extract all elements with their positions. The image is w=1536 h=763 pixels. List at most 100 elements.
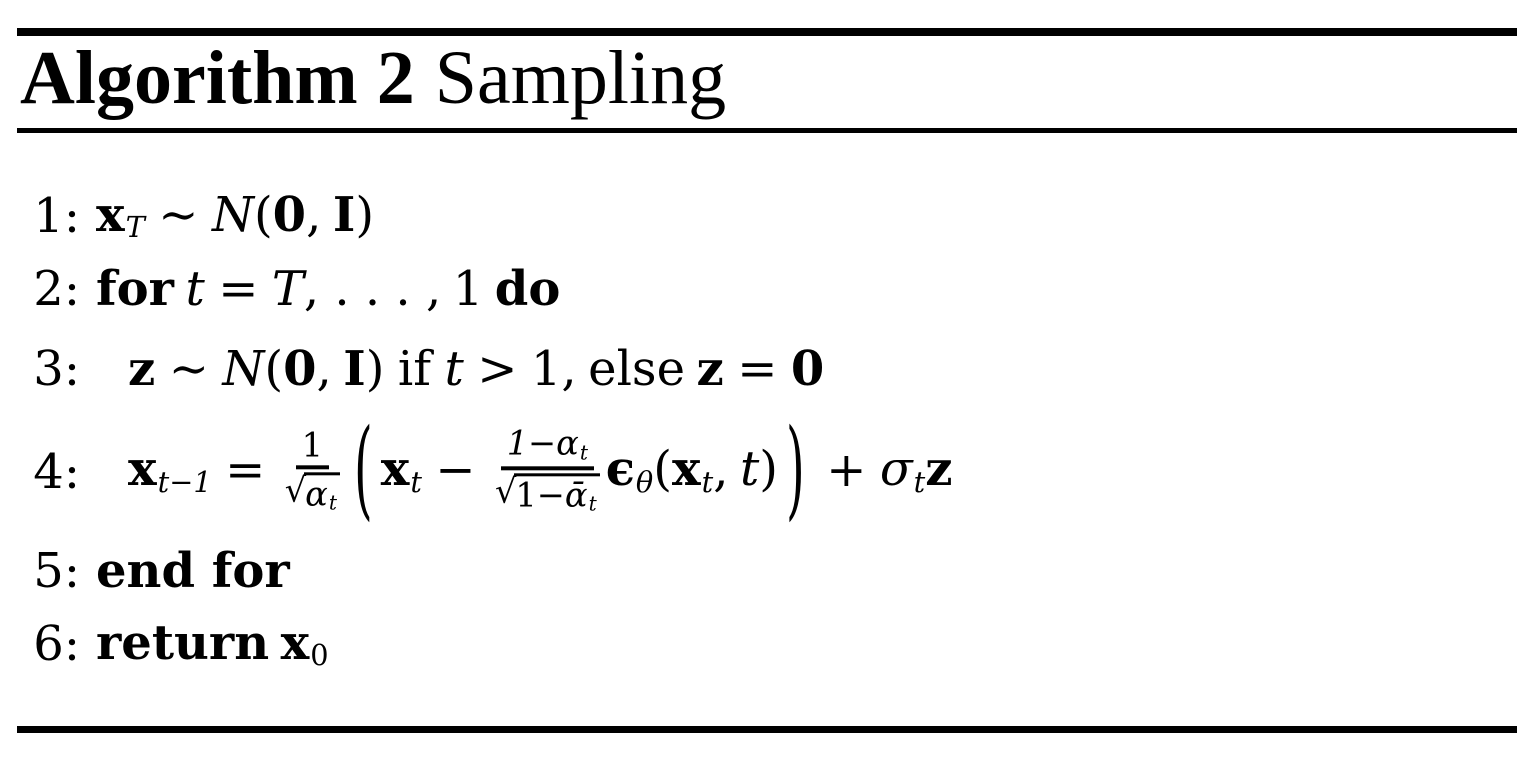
algo-line-3: 3: z ∼ N(0, I) if t >1, else z = 0 bbox=[28, 341, 825, 397]
sub-t: t bbox=[579, 440, 588, 465]
keyword-do: do bbox=[494, 261, 561, 317]
sub-t: t bbox=[913, 464, 926, 499]
paren-open: ( bbox=[264, 341, 284, 397]
literal-one-comma: 1, bbox=[530, 341, 577, 397]
var-T: T bbox=[271, 261, 304, 317]
big-paren-close: ) bbox=[786, 405, 805, 532]
keyword-end-for: end for bbox=[96, 543, 290, 599]
fraction-one-over-sqrt-alpha-t: 1 √ αt bbox=[285, 427, 340, 514]
keyword-if: if bbox=[397, 341, 432, 397]
identity-matrix: I bbox=[332, 187, 356, 243]
paren-close: ) bbox=[355, 187, 375, 243]
one-minus-alpha: 1−α bbox=[506, 423, 579, 463]
sigma: σ bbox=[879, 441, 913, 498]
sub-t-minus-1: t−1 bbox=[157, 464, 212, 499]
radical-sign: √ bbox=[284, 470, 307, 510]
algo-line-1: 1: xT ∼ N(0, I) bbox=[28, 187, 375, 245]
literal-one: 1 bbox=[452, 261, 484, 317]
sub-t: t bbox=[328, 490, 337, 515]
line-4-content: xt−1 = 1 √ αt(xt −1−αt √ 1−ᾱt ϵθ(xt, t)) + σtz bbox=[128, 406, 953, 531]
var-x: x bbox=[380, 441, 410, 498]
algorithm-label: Algorithm 2 bbox=[20, 36, 415, 120]
fraction-numerator: 1 bbox=[295, 427, 330, 470]
equals-sign: = bbox=[218, 261, 259, 317]
line-1-content: xT ∼ N(0, I) bbox=[96, 187, 375, 245]
line-number-4: 4: bbox=[33, 444, 80, 501]
equals-sign: = bbox=[737, 341, 778, 397]
sub-t: t bbox=[410, 464, 422, 499]
keyword-else: else bbox=[588, 341, 685, 397]
square-root: √ 1−ᾱt bbox=[495, 473, 600, 515]
var-x: x bbox=[672, 441, 701, 498]
fraction-noise-coefficient: 1−αt √ 1−ᾱt bbox=[495, 426, 600, 515]
comma: , bbox=[316, 341, 332, 397]
var-t: t bbox=[739, 441, 760, 498]
radical-sign: √ bbox=[494, 471, 517, 511]
bottom-rule bbox=[17, 726, 1517, 733]
algo-line-6: 6: return x0 bbox=[28, 615, 329, 673]
var-x: x bbox=[128, 441, 157, 498]
title-rule bbox=[17, 128, 1517, 133]
zero-vector: 0 bbox=[272, 187, 307, 243]
radicand-one-minus-alpha-bar-t: 1−ᾱt bbox=[514, 473, 600, 516]
var-z: z bbox=[696, 341, 724, 397]
comma: , bbox=[713, 441, 729, 498]
var-t: t bbox=[185, 261, 205, 317]
big-paren-open: ( bbox=[353, 405, 373, 532]
line-number-5: 5: bbox=[33, 543, 80, 599]
keyword-return: return bbox=[96, 615, 270, 671]
var-z: z bbox=[925, 441, 953, 498]
equals-sign: = bbox=[225, 441, 266, 498]
distributed-as-operator: ∼ bbox=[168, 341, 209, 397]
sub-t: t bbox=[588, 491, 597, 516]
algorithm-title: Algorithm 2 Sampling bbox=[20, 40, 726, 116]
paren-close: ) bbox=[365, 341, 385, 397]
sub-t: t bbox=[701, 464, 714, 499]
identity-matrix: I bbox=[343, 341, 366, 397]
square-root: √ αt bbox=[285, 472, 340, 514]
line-number-2: 2: bbox=[33, 261, 80, 317]
comma: , bbox=[306, 187, 322, 243]
paren-open: ( bbox=[253, 187, 273, 243]
radicand-alpha-t: αt bbox=[304, 472, 340, 514]
zero-vector: 0 bbox=[283, 341, 317, 397]
paren-open: ( bbox=[653, 441, 672, 498]
line-3-content: z ∼ N(0, I) if t >1, else z = 0 bbox=[128, 341, 825, 397]
algo-line-2: 2: for t = T, . . . , 1 do bbox=[28, 261, 561, 317]
plus-sign: + bbox=[826, 441, 867, 498]
line-number-1: 1: bbox=[33, 187, 80, 244]
fraction-numerator: 1−αt bbox=[500, 423, 594, 471]
minus-sign: − bbox=[435, 441, 476, 498]
ellipsis: , . . . , bbox=[303, 261, 442, 317]
var-x: x bbox=[280, 615, 310, 671]
fraction-denominator: √ 1−ᾱt bbox=[495, 470, 600, 515]
normal-distribution-N: N bbox=[211, 187, 254, 243]
top-rule bbox=[17, 28, 1517, 36]
paren-close: ) bbox=[759, 441, 779, 498]
one-minus: 1− bbox=[515, 475, 565, 515]
alpha: α bbox=[305, 474, 328, 514]
greater-than-sign: > bbox=[477, 341, 518, 397]
var-z: z bbox=[128, 341, 156, 397]
line-5-content: end for bbox=[96, 543, 290, 599]
keyword-for: for bbox=[96, 261, 174, 317]
line-6-content: return x0 bbox=[96, 615, 329, 673]
algo-line-4: 4: xt−1 = 1 √ αt(xt −1−αt √ 1−ᾱt ϵθ(xt, t)) + σtz bbox=[28, 405, 952, 541]
sub-T: T bbox=[125, 210, 145, 245]
epsilon-theta-network: ϵ bbox=[605, 441, 635, 498]
line-2-content: for t = T, . . . , 1 do bbox=[96, 261, 561, 317]
algorithm-name: Sampling bbox=[434, 36, 727, 120]
line-number-6: 6: bbox=[33, 615, 80, 672]
sub-zero: 0 bbox=[310, 638, 329, 673]
fraction-denominator: √ αt bbox=[285, 469, 340, 514]
algo-line-5: 5: end for bbox=[28, 543, 290, 599]
distributed-as-operator: ∼ bbox=[158, 187, 199, 243]
zero-vector: 0 bbox=[790, 341, 825, 397]
var-x: x bbox=[96, 187, 125, 243]
var-t: t bbox=[444, 341, 464, 397]
sub-theta: θ bbox=[635, 464, 654, 499]
line-number-3: 3: bbox=[33, 341, 80, 397]
alpha-bar: ᾱ bbox=[564, 475, 588, 515]
normal-distribution-N: N bbox=[222, 341, 265, 397]
